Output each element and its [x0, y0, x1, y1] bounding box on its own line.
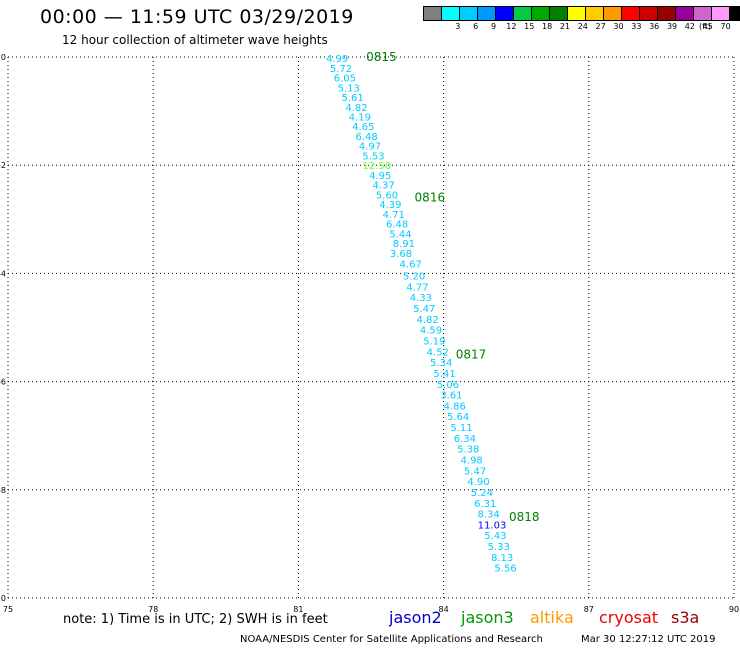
wave-height-value: 8.91: [393, 239, 415, 250]
legend-label: 70: [720, 22, 731, 31]
wave-height-value: 5.11: [450, 423, 472, 434]
legend-label: 9: [491, 22, 497, 31]
legend-swatch: [729, 6, 740, 21]
wave-height-value: 6.48: [356, 132, 378, 143]
wave-height-value: 4.99: [326, 54, 348, 65]
wave-height-value: 4.82: [416, 315, 438, 326]
lat-tick-label: -10: [0, 594, 6, 603]
pass-time-label: 0818: [509, 510, 540, 524]
satellite-label-jason2: jason2: [389, 608, 442, 627]
wave-height-value: 5.41: [433, 369, 455, 380]
legend-label: 30: [613, 22, 624, 31]
legend-label: 27: [595, 22, 606, 31]
lon-tick-label: 75: [3, 605, 13, 614]
wave-height-value: 4.67: [400, 260, 422, 271]
wave-height-value: 4.97: [359, 142, 381, 153]
wave-height-value: 4.33: [410, 293, 432, 304]
pass-time-label: 0815: [366, 50, 397, 64]
wave-height-value: 4.90: [467, 477, 489, 488]
wave-height-value: 5.33: [488, 542, 510, 553]
legend-label: 15: [524, 22, 535, 31]
wave-height-value: 8.13: [491, 553, 513, 564]
legend-label: 45: [702, 22, 713, 31]
wave-height-value: 5.19: [423, 336, 445, 347]
satellite-label-altika: altika: [530, 608, 574, 627]
legend-label: 33: [631, 22, 642, 31]
lon-tick-label: 78: [148, 605, 158, 614]
wave-height-value: 3.68: [390, 249, 412, 260]
wave-height-value: 5.61: [341, 93, 363, 104]
wave-height-value: 5.72: [330, 64, 352, 75]
wave-height-value: 4.71: [383, 210, 405, 221]
legend-label: 6: [473, 22, 479, 31]
wave-height-value: 4.98: [461, 456, 483, 467]
legend-label: 24: [577, 22, 588, 31]
wave-height-value: 5.47: [464, 466, 486, 477]
wave-height-value: 5.34: [430, 358, 452, 369]
legend-label: 12: [506, 22, 517, 31]
lat-tick-label: 0: [1, 53, 6, 62]
wave-height-value: 5.24: [471, 488, 493, 499]
generated-timestamp: Mar 30 12:27:12 UTC 2019: [581, 634, 716, 645]
wave-height-value: 4.77: [406, 282, 428, 293]
wave-height-value: 4.65: [352, 122, 374, 133]
wave-height-value: 6.05: [334, 74, 356, 85]
wave-height-value: 5.53: [362, 151, 384, 162]
wave-height-value: 5.06: [437, 380, 459, 391]
legend-label: 36: [649, 22, 660, 31]
map-subtitle: 12 hour collection of altimeter wave hei…: [62, 33, 328, 47]
wave-height-value: 4.95: [369, 171, 391, 182]
wave-height-value: 8.34: [477, 510, 499, 521]
wave-height-value: 5.47: [413, 304, 435, 315]
lat-tick-label: -2: [0, 161, 6, 170]
color-legend: [423, 6, 740, 21]
lon-tick-label: 81: [293, 605, 303, 614]
wave-height-value: 5.13: [338, 83, 360, 94]
wave-height-value: 5.43: [484, 531, 506, 542]
wave-height-value: 4.52: [427, 347, 449, 358]
lon-tick-label: 87: [584, 605, 594, 614]
wave-height-value: 4.59: [420, 326, 442, 337]
wave-height-value: 5.60: [376, 190, 398, 201]
legend-label: 42: [684, 22, 695, 31]
satellite-label-jason3: jason3: [461, 608, 514, 627]
wave-height-value: 4.39: [379, 200, 401, 211]
wave-height-value: 5.20: [403, 272, 425, 283]
legend-label: 39: [666, 22, 678, 31]
wave-height-value: 4.86: [444, 401, 466, 412]
wave-height-value: 6.48: [386, 220, 408, 231]
wave-height-value: 5.64: [447, 412, 469, 423]
wave-height-value: 12.50: [362, 161, 391, 172]
pass-time-label: 0816: [415, 191, 446, 205]
wave-height-value: 3.61: [440, 391, 462, 402]
pass-time-label: 0817: [456, 348, 487, 362]
wave-height-value: 5.38: [457, 445, 479, 456]
legend-label: 21: [559, 22, 571, 31]
legend-label: 3: [455, 22, 461, 31]
wave-height-value: 6.31: [474, 499, 496, 510]
wave-height-value: 4.19: [349, 113, 371, 124]
satellite-label-s3a: s3a: [671, 608, 700, 627]
wave-height-value: 5.44: [389, 229, 411, 240]
legend-label: 18: [542, 22, 553, 31]
credit-line: NOAA/NESDIS Center for Satellite Applica…: [240, 634, 543, 645]
satellite-label-cryosat: cryosat: [599, 608, 659, 627]
map-title: 00:00 — 11:59 UTC 03/29/2019: [40, 6, 354, 28]
wave-height-value: 4.82: [345, 103, 367, 114]
wave-height-value: 6.34: [454, 434, 476, 445]
lat-tick-label: -6: [0, 378, 6, 387]
wave-height-value: 11.03: [478, 520, 507, 531]
wave-height-value: 5.56: [494, 564, 516, 575]
lat-tick-label: -8: [0, 486, 6, 495]
footer-note: note: 1) Time is in UTC; 2) SWH is in fe…: [63, 612, 328, 627]
lon-tick-label: 90: [729, 605, 739, 614]
lat-tick-label: -4: [0, 269, 6, 278]
legend-unit: (ft): [699, 22, 712, 31]
wave-height-value: 4.37: [372, 181, 394, 192]
lon-tick-label: 84: [439, 605, 449, 614]
